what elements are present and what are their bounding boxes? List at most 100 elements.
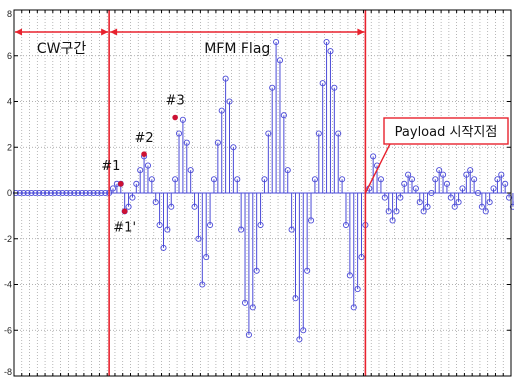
stem-marker <box>467 167 474 174</box>
stem-marker <box>377 176 384 183</box>
highlight-point <box>172 114 178 121</box>
stem-marker <box>269 84 276 91</box>
stem-marker <box>152 199 159 206</box>
stem-marker <box>207 221 214 229</box>
highlight-label: #3 <box>166 94 185 109</box>
stem-marker <box>261 176 268 183</box>
y-tick-label: -6 <box>4 325 12 335</box>
y-tick-label: -8 <box>4 367 12 377</box>
stem-marker <box>420 208 427 215</box>
stem-marker <box>358 253 365 261</box>
stem-marker <box>245 331 252 338</box>
stem-marker <box>342 221 350 229</box>
stem-marker <box>129 194 136 201</box>
region-label: CW구간 <box>37 41 86 57</box>
stem-marker <box>203 253 210 261</box>
stem-marker <box>125 203 132 210</box>
stem-marker <box>241 299 249 306</box>
stem-marker <box>210 176 218 183</box>
stem-marker <box>432 176 439 183</box>
stem-marker <box>436 167 443 174</box>
stem-marker <box>416 199 423 206</box>
stem-marker <box>292 295 299 302</box>
stem-marker <box>307 217 315 224</box>
region-arrowhead-left <box>110 28 118 36</box>
y-tick-label: -2 <box>4 234 12 244</box>
stem-marker <box>265 130 272 137</box>
stem-marker <box>424 203 431 210</box>
stem-marker <box>354 286 361 293</box>
stem-marker <box>288 226 295 233</box>
stem-marker <box>412 185 419 192</box>
stem-marker <box>249 304 256 311</box>
stem-marker <box>327 48 334 55</box>
overlay-layer: CW구간 MFM Flag Payload 시작지점 #1 #1' #2 #3 <box>15 10 509 376</box>
stem-marker <box>214 139 221 146</box>
y-tick-label: 2 <box>7 142 12 152</box>
stem-marker <box>393 208 400 215</box>
y-tick-label: 4 <box>7 97 12 107</box>
stem-marker <box>335 130 342 137</box>
stem-marker <box>509 203 514 210</box>
stem-marker <box>498 171 505 178</box>
stem-marker <box>463 171 470 178</box>
callout-label: Payload 시작지점 <box>395 125 498 140</box>
stem-marker <box>304 267 311 274</box>
stem-marker <box>238 226 245 233</box>
stem-marker <box>230 144 237 151</box>
stem-marker <box>168 203 175 210</box>
stem-marker <box>109 185 117 192</box>
highlight-point <box>117 181 124 187</box>
stem-marker <box>300 327 307 334</box>
stem-marker <box>195 235 202 242</box>
stem-marker <box>284 167 291 174</box>
stem-marker <box>226 98 233 105</box>
stem-marker <box>490 185 497 192</box>
stem-marker <box>440 171 447 178</box>
stem-marker <box>276 57 284 64</box>
stem-marker <box>451 203 458 210</box>
stem-marker <box>370 153 377 160</box>
stem-marker <box>199 281 206 288</box>
stem-marker <box>482 208 489 215</box>
stem-marker <box>397 194 404 201</box>
highlight-point <box>141 151 147 157</box>
stem-marker <box>311 176 318 183</box>
callout-pointer-line <box>364 143 391 194</box>
stem-marker <box>222 75 229 82</box>
stem-marker <box>187 167 194 174</box>
y-tick-label: -4 <box>4 280 12 290</box>
stem-marker <box>401 180 408 187</box>
stem-marker <box>494 176 501 183</box>
stem-marker <box>506 194 513 201</box>
stem-marker <box>389 217 396 224</box>
stem-layer <box>12 38 514 343</box>
stem-marker <box>471 176 478 183</box>
y-tick-label: 0 <box>7 188 12 198</box>
stem-marker <box>459 185 466 192</box>
stem-marker <box>144 162 152 169</box>
highlight-label: #2 <box>134 131 153 146</box>
stem-marker <box>447 194 454 201</box>
stem-marker <box>137 167 144 174</box>
stem-marker <box>257 221 264 229</box>
stem-marker <box>148 176 155 183</box>
stem-marker <box>164 226 171 233</box>
region-arrowhead-left <box>15 28 22 36</box>
stem-marker <box>191 203 198 210</box>
stem-marker <box>160 244 167 251</box>
stem-marker <box>133 180 140 187</box>
stem-marker <box>339 176 346 183</box>
stem-marker <box>502 180 509 187</box>
region-arrowhead-right <box>101 28 109 36</box>
stem-marker <box>179 116 186 123</box>
axis-layer: -8 -6 -4 -2 0 2 4 6 8 <box>4 9 512 377</box>
highlight-point <box>121 208 128 215</box>
stem-marker <box>183 139 190 146</box>
stem-marker <box>455 199 462 206</box>
y-tick-label: 8 <box>7 9 12 19</box>
stem-marker <box>319 80 326 87</box>
stem-marker <box>273 38 280 46</box>
stem-marker <box>156 221 163 229</box>
stem-marker <box>405 171 412 178</box>
